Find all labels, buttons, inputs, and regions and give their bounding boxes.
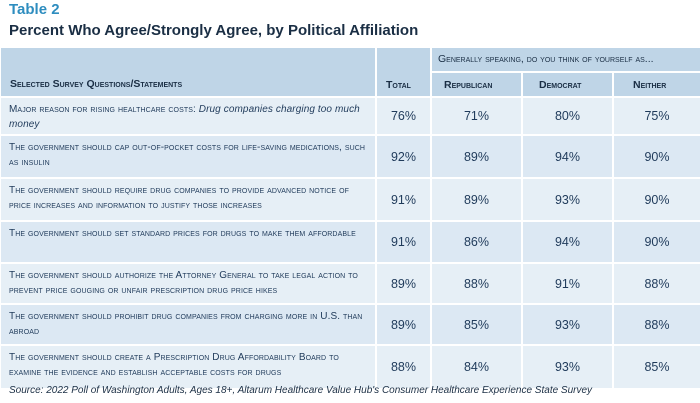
statement-text: The government should cap out-of-pocket … [9,142,366,168]
neither-value: 88% [614,305,700,344]
source-note: Source: 2022 Poll of Washington Adults, … [9,385,593,396]
republican-value: 84% [432,346,521,388]
table-row: The government should prohibit drug comp… [1,305,700,344]
neither-value: 88% [614,264,700,303]
statement-italic-text: Drug companies charging too much money [9,104,360,130]
table-row: Major reason for rising healthcare costs… [1,98,700,134]
header-democrat-cell: Democrat [523,73,612,96]
table-row: The government should cap out-of-pocket … [1,136,700,177]
neither-value: 90% [614,179,700,220]
total-value: 91% [377,179,430,220]
republican-value: 85% [432,305,521,344]
table-row: The government should create a Prescript… [1,346,700,388]
header-statement-label: Selected Survey Questions/Statements [10,78,183,90]
republican-value: 89% [432,179,521,220]
republican-value: 89% [432,136,521,177]
statement-text: Major reason for rising healthcare costs… [9,104,199,115]
header-neither-cell: Neither [614,73,700,96]
header-statement-cell: Selected Survey Questions/Statements [1,48,375,96]
header-republican-cell: Republican [432,73,521,96]
total-value: 92% [377,136,430,177]
header-democrat-label: Democrat [539,79,582,91]
total-value: 89% [377,264,430,303]
statement-text: The government should authorize the Atto… [9,270,358,296]
statement-cell: The government should authorize the Atto… [1,264,375,303]
total-value: 91% [377,222,430,262]
total-value: 76% [377,98,430,134]
table-row: The government should set standard price… [1,222,700,262]
democrat-value: 94% [523,222,612,262]
democrat-value: 80% [523,98,612,134]
statement-cell: The government should set standard price… [1,222,375,262]
republican-value: 86% [432,222,521,262]
header-group-label: Generally speaking, do you think of your… [438,53,654,65]
democrat-value: 93% [523,179,612,220]
table-row: The government should require drug compa… [1,179,700,220]
table-label: Table 2 [9,1,60,18]
statement-cell: The government should require drug compa… [1,179,375,220]
header-republican-label: Republican [444,79,493,91]
statement-text: The government should prohibit drug comp… [9,311,363,337]
neither-value: 75% [614,98,700,134]
statement-text: The government should require drug compa… [9,185,349,211]
neither-value: 90% [614,222,700,262]
data-table: Selected Survey Questions/Statements Tot… [1,48,700,388]
statement-cell: The government should cap out-of-pocket … [1,136,375,177]
statement-text: The government should set standard price… [9,228,356,239]
democrat-value: 94% [523,136,612,177]
statement-cell: The government should prohibit drug comp… [1,305,375,344]
header-group-cell: Generally speaking, do you think of your… [432,48,700,71]
statement-cell: Major reason for rising healthcare costs… [1,98,375,134]
statement-cell: The government should create a Prescript… [1,346,375,388]
header-total-label: Total [386,79,411,91]
total-value: 89% [377,305,430,344]
democrat-value: 93% [523,346,612,388]
republican-value: 71% [432,98,521,134]
table-title: Percent Who Agree/Strongly Agree, by Pol… [9,22,419,39]
table-row: The government should authorize the Atto… [1,264,700,303]
neither-value: 90% [614,136,700,177]
header-total-cell: Total [377,48,430,96]
republican-value: 88% [432,264,521,303]
total-value: 88% [377,346,430,388]
statement-text: The government should create a Prescript… [9,352,339,378]
democrat-value: 91% [523,264,612,303]
neither-value: 85% [614,346,700,388]
header-neither-label: Neither [633,79,667,91]
democrat-value: 93% [523,305,612,344]
